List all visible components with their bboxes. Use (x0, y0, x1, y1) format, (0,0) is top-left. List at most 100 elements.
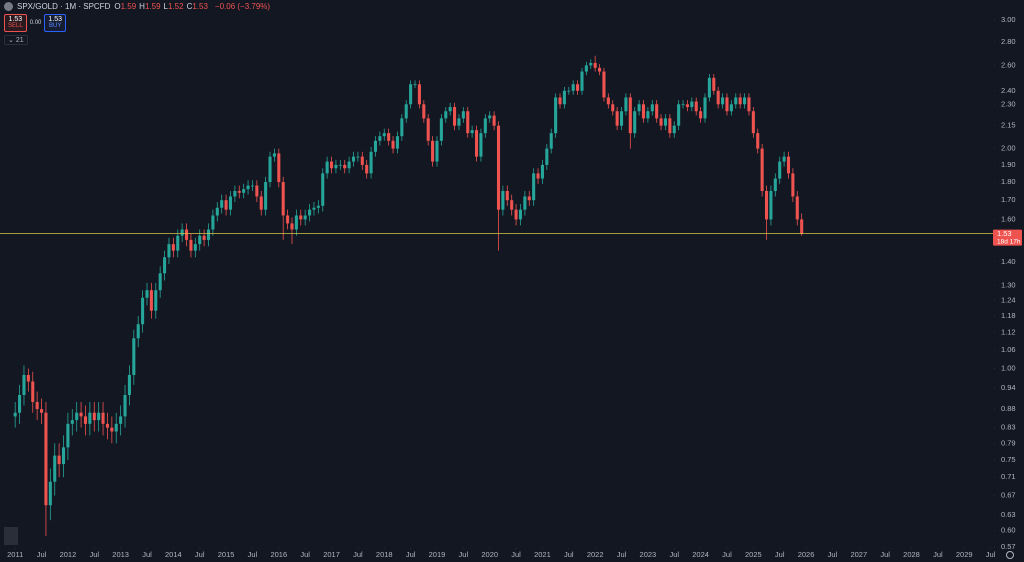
candle-body (413, 84, 417, 86)
x-tick-label: Jul (880, 550, 890, 559)
y-tick-label: 1.40 (1001, 257, 1016, 266)
candle-body (479, 133, 483, 157)
candle-body (404, 104, 408, 119)
y-tick-label: 0.79 (1001, 438, 1016, 447)
indicators-count: 21 (15, 37, 24, 44)
candle-body (786, 156, 791, 174)
spread: 0.00 (29, 20, 42, 26)
ohlc-value: 1.52 (167, 2, 184, 11)
candle-body (378, 136, 382, 141)
candle-body (83, 416, 88, 424)
candle-body (602, 71, 606, 98)
candle-body (444, 111, 448, 119)
candle-body (290, 223, 294, 230)
candle-body (365, 164, 369, 174)
candle-body (286, 215, 290, 224)
candle-body (61, 447, 66, 465)
x-tick-label: 2026 (798, 550, 815, 559)
y-tick-label: 2.00 (1001, 144, 1016, 153)
y-tick-label: 0.94 (1001, 383, 1016, 392)
candle-body (294, 215, 298, 230)
candle-body (308, 209, 312, 216)
candle-body (22, 374, 26, 395)
candle-body (215, 207, 219, 216)
candle-body (725, 97, 729, 112)
candle-body (633, 111, 637, 134)
candle-body (395, 136, 399, 149)
y-tick-label: 1.60 (1001, 214, 1016, 223)
trade-panel: 1.53 SELL 0.00 1.53 BUY (4, 14, 66, 32)
candle-body (747, 97, 751, 112)
candle-body (769, 190, 773, 220)
candle-body (163, 257, 167, 274)
y-tick-label: 1.00 (1001, 364, 1016, 373)
candle-body (716, 90, 720, 105)
y-tick-label: 0.75 (1001, 455, 1016, 464)
y-tick-label: 2.30 (1001, 99, 1016, 108)
candle-body (782, 156, 786, 162)
candle-body (738, 97, 742, 105)
candle-body (97, 412, 101, 421)
sell-button[interactable]: 1.53 SELL (4, 14, 27, 32)
buy-button[interactable]: 1.53 BUY (44, 14, 66, 32)
candle-body (699, 111, 703, 119)
y-tick-label: 0.57 (1001, 542, 1016, 551)
candle-body (439, 118, 443, 141)
candle-body (246, 185, 250, 190)
candle-body (250, 185, 254, 187)
candle-body (382, 133, 386, 137)
candle-body (321, 173, 325, 206)
x-tick-label: Jul (300, 550, 310, 559)
y-tick-label: 3.00 (1001, 15, 1016, 24)
x-tick-label: 2011 (7, 550, 23, 559)
candle-body (606, 97, 610, 105)
candle-body (198, 235, 202, 245)
candle-body (40, 409, 44, 413)
candle-body (255, 185, 259, 197)
candle-body (360, 156, 364, 165)
candle-body (167, 244, 171, 258)
candle-body (743, 97, 747, 105)
candle-body (123, 394, 127, 417)
candle-body (685, 104, 689, 108)
x-tick-label: Jul (986, 550, 996, 559)
candle-body (641, 104, 646, 119)
candle-body (409, 84, 413, 105)
candle-body (158, 273, 162, 291)
candle-body (624, 97, 628, 112)
candle-body (373, 140, 378, 152)
candle-body (347, 161, 351, 169)
x-tick-label: 2020 (481, 550, 498, 559)
candle-body (734, 97, 738, 105)
candle-body (760, 148, 764, 191)
candle-body (26, 374, 30, 382)
y-tick-label: 1.90 (1001, 160, 1016, 169)
settings-icon[interactable] (1006, 551, 1014, 559)
x-tick-label: Jul (933, 550, 943, 559)
buy-label: BUY (49, 23, 62, 29)
candle-body (483, 118, 487, 134)
candle-body (316, 205, 320, 208)
candle-body (773, 178, 777, 191)
candle-body (580, 71, 584, 91)
candle-body (154, 290, 158, 311)
candle-body (127, 374, 131, 395)
y-tick-label: 0.60 (1001, 526, 1016, 535)
candle-body (567, 90, 571, 92)
x-tick-label: Jul (195, 550, 205, 559)
candle-body (18, 394, 22, 413)
candle-body (646, 111, 650, 119)
x-tick-label: Jul (722, 550, 732, 559)
y-tick-label: 2.60 (1001, 60, 1016, 69)
candle-body (417, 84, 421, 105)
x-tick-label: 2017 (323, 550, 340, 559)
x-tick-label: Jul (775, 550, 785, 559)
y-tick-label: 2.15 (1001, 121, 1016, 130)
candle-body (501, 190, 505, 210)
y-tick-label: 2.40 (1001, 86, 1016, 95)
symbol-title[interactable]: SPX/GOLD · 1M · SPCFD (17, 2, 111, 11)
candle-body (510, 200, 514, 210)
indicators-toggle[interactable]: ⌄ 21 (4, 35, 28, 45)
